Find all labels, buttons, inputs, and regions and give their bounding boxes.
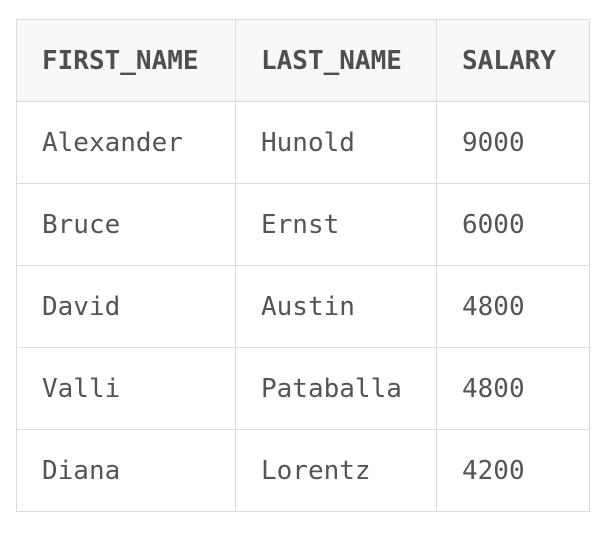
table-row: David Austin 4800 — [16, 265, 590, 348]
cell-salary: 4200 — [436, 429, 590, 512]
table-row: Valli Pataballa 4800 — [16, 347, 590, 430]
table-header: FIRST_NAME LAST_NAME SALARY — [16, 19, 590, 102]
cell-salary: 4800 — [436, 347, 590, 430]
results-table: FIRST_NAME LAST_NAME SALARY Alexander Hu… — [16, 19, 590, 512]
cell-salary: 4800 — [436, 265, 590, 348]
cell-first-name: Diana — [16, 429, 236, 512]
table-body: Alexander Hunold 9000 Bruce Ernst 6000 D… — [16, 101, 590, 512]
table-row: Alexander Hunold 9000 — [16, 101, 590, 184]
column-header-salary: SALARY — [436, 19, 590, 102]
cell-first-name: Alexander — [16, 101, 236, 184]
column-header-first-name: FIRST_NAME — [16, 19, 236, 102]
cell-last-name: Austin — [235, 265, 437, 348]
table-row: Bruce Ernst 6000 — [16, 183, 590, 266]
cell-last-name: Ernst — [235, 183, 437, 266]
header-row: FIRST_NAME LAST_NAME SALARY — [16, 19, 590, 102]
table-row: Diana Lorentz 4200 — [16, 429, 590, 512]
cell-last-name: Lorentz — [235, 429, 437, 512]
cell-salary: 9000 — [436, 101, 590, 184]
column-header-last-name: LAST_NAME — [235, 19, 437, 102]
cell-first-name: David — [16, 265, 236, 348]
cell-first-name: Valli — [16, 347, 236, 430]
cell-first-name: Bruce — [16, 183, 236, 266]
cell-last-name: Hunold — [235, 101, 437, 184]
cell-salary: 6000 — [436, 183, 590, 266]
cell-last-name: Pataballa — [235, 347, 437, 430]
